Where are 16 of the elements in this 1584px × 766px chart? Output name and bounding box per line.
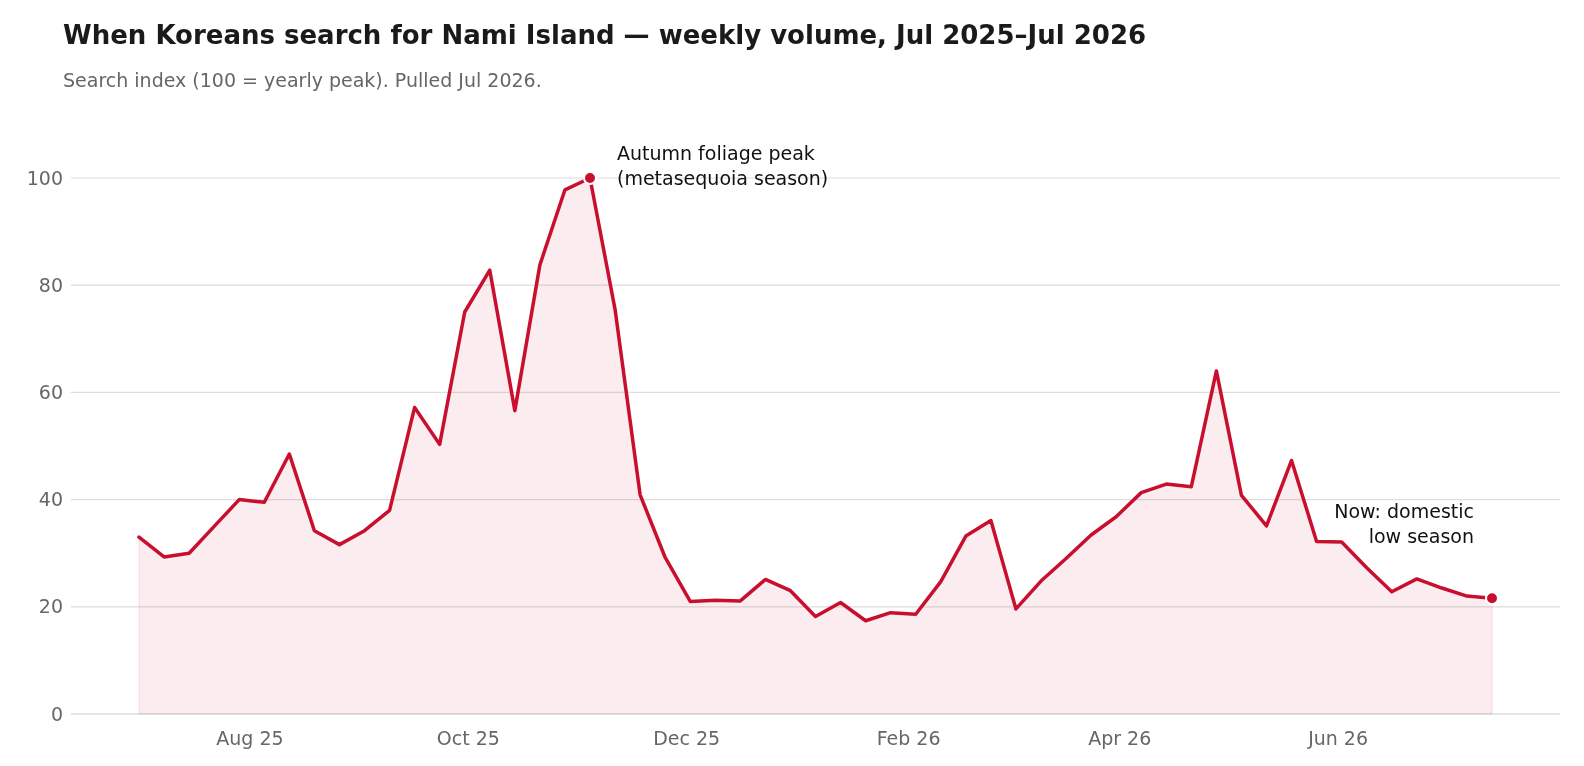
annotation: Autumn foliage peak (metasequoia season) — [617, 142, 829, 189]
x-tick-label: Apr 26 — [1088, 727, 1152, 749]
x-tick-label: Aug 25 — [216, 727, 284, 749]
y-tick-label: 20 — [38, 595, 63, 618]
x-tick-label: Feb 26 — [876, 727, 941, 749]
x-tick-label: Dec 25 — [653, 727, 721, 749]
y-tick-label: 60 — [38, 381, 63, 404]
annotation: Now: domestic low season — [1334, 500, 1474, 547]
x-tick-label: Jun 26 — [1307, 727, 1369, 749]
chart-title: When Koreans search for Nami Island — weekly volume, Jul 2025–Jul 2026 — [63, 20, 1147, 50]
y-tick-label: 0 — [50, 702, 63, 725]
y-tick-label: 40 — [38, 488, 63, 511]
x-tick-label: Oct 25 — [436, 727, 500, 749]
y-tick-label: 100 — [26, 166, 63, 189]
y-tick-label: 80 — [38, 273, 63, 296]
chart-subtitle: Search index (100 = yearly peak). Pulled Jul 2026. — [63, 69, 542, 91]
